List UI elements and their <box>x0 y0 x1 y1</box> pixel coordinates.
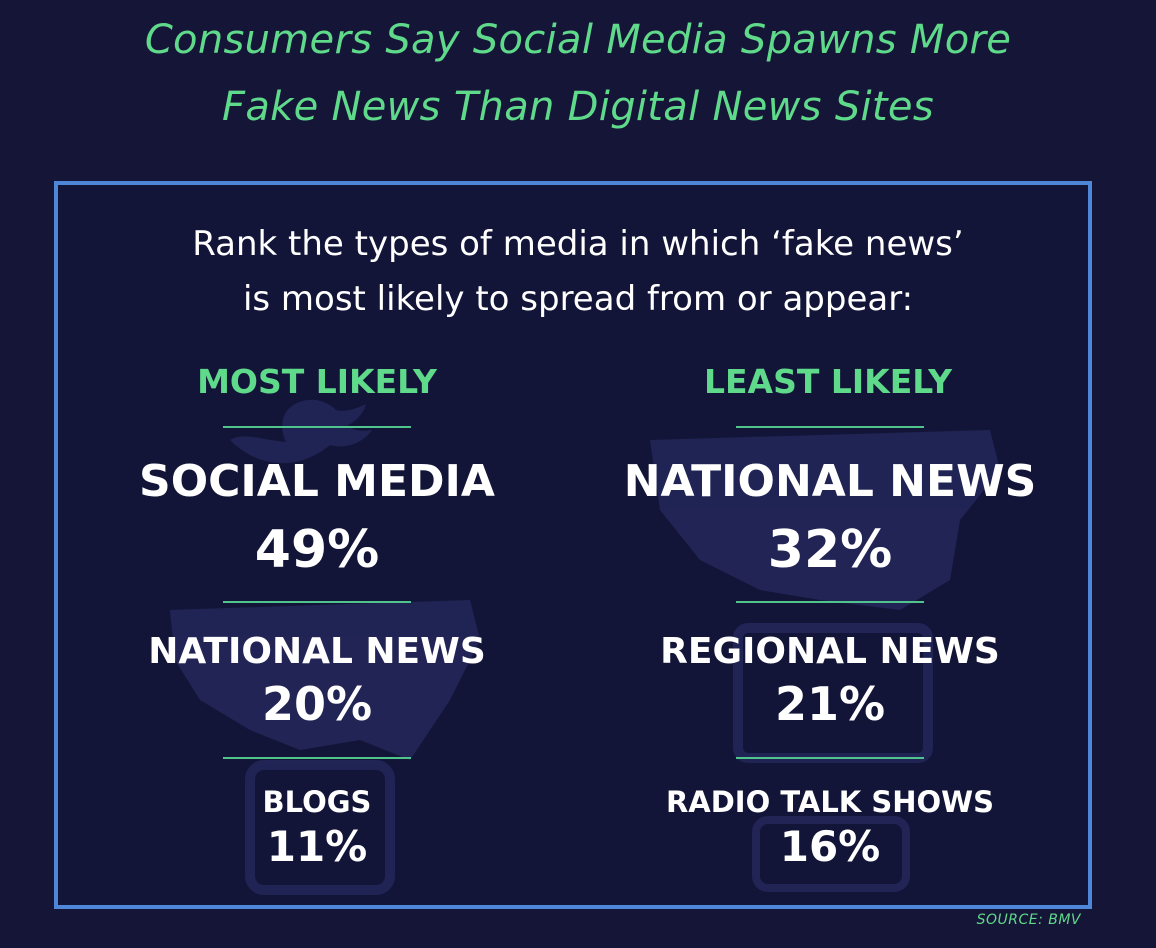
least-likely-heading: LEAST LIKELY <box>703 362 953 401</box>
rank-divider <box>223 426 411 428</box>
rank-divider <box>223 757 411 759</box>
most-likely-heading: MOST LIKELY <box>197 362 437 401</box>
rank-label: NATIONAL NEWS <box>148 631 486 672</box>
rank-label: BLOGS <box>262 785 372 819</box>
rank-value: 21% <box>774 677 886 731</box>
question-line-1: Rank the types of media in which ‘fake n… <box>192 224 964 264</box>
rank-label: RADIO TALK SHOWS <box>665 785 995 819</box>
rank-value: 49% <box>254 520 380 580</box>
source-note: SOURCE: BMV <box>976 912 1081 928</box>
rank-label: REGIONAL NEWS <box>660 631 1000 672</box>
rank-divider <box>736 601 924 603</box>
rank-label: SOCIAL MEDIA <box>139 456 495 507</box>
chart-title-line-1: Consumers Say Social Media Spawns More <box>144 17 1012 63</box>
rank-value: 16% <box>779 822 881 871</box>
rank-value: 20% <box>261 677 373 731</box>
question-line-2: is most likely to spread from or appear: <box>242 279 914 319</box>
rank-value: 11% <box>266 822 368 871</box>
rank-divider <box>736 757 924 759</box>
rank-value: 32% <box>767 520 893 580</box>
rank-divider <box>736 426 924 428</box>
rank-label: NATIONAL NEWS <box>623 456 1037 507</box>
rank-divider <box>223 601 411 603</box>
chart-title-line-2: Fake News Than Digital News Sites <box>222 84 934 130</box>
